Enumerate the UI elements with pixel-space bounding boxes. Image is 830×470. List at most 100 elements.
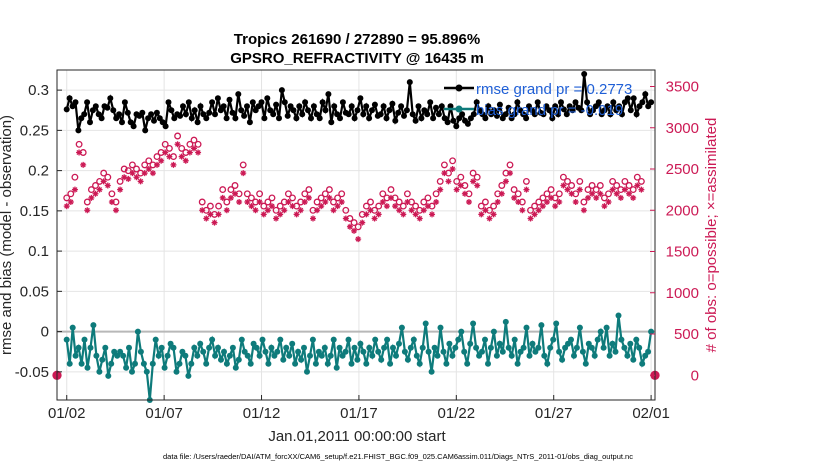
bias-point-33 [161,364,168,371]
obs-assimilated-point-30 [182,157,189,164]
obs-assimilated-point-128 [585,194,592,201]
bias-point-58 [235,356,242,363]
obs-assimilated-point-28 [174,141,181,148]
rmse-point-133 [450,117,457,124]
bias-point-40 [182,352,189,359]
obs-assimilated-point-101 [474,182,481,189]
rmse-point-126 [430,115,437,122]
obs-assimilated-point-137 [621,186,628,193]
bias-point-86 [318,352,325,359]
obs-possible-point-84 [403,190,411,198]
obs-possible-point-7 [87,186,95,194]
rmse-point-78 [290,107,297,114]
obs-assimilated-point-74 [363,211,370,218]
rmse-point-151 [502,111,509,118]
rmse-point-103 [363,103,370,110]
bias-point-101 [363,360,370,367]
bias-point-138 [473,344,480,351]
obs-assimilated-point-69 [342,215,349,222]
bias-point-115 [404,356,411,363]
rmse-point-188 [610,99,617,106]
obs-assimilated-point-82 [396,207,403,214]
bias-point-120 [419,344,426,351]
obs-assimilated-point-20 [141,170,148,177]
obs-possible-point-21 [145,157,153,165]
bias-point-136 [467,340,474,347]
rmse-point-42 [185,99,192,106]
obs-assimilated-point-32 [190,145,197,152]
obs-assimilated-point-39 [219,194,226,201]
obs-assimilated-point-2 [67,199,74,205]
obs-assimilated-point-3 [71,186,78,193]
legend-rmse-marker [455,84,463,92]
bias-point-2 [69,324,76,331]
obs-assimilated-point-57 [293,211,300,218]
obs-assimilated-point-40 [223,207,230,214]
rmse-point-27 [142,127,149,134]
rmse-point-101 [357,95,364,102]
obs-assimilated-point-78 [379,199,386,205]
bias-point-193 [636,344,643,351]
obs-possible-point-53 [276,202,284,210]
obs-assimilated-point-86 [412,211,419,218]
obs-possible-point-114 [527,206,534,214]
bias-point-130 [449,352,456,359]
rmse-point-97 [345,111,352,118]
obs-possible-point-122 [559,173,567,181]
bias-point-170 [568,336,574,343]
obs-assimilated-point-80 [387,194,394,201]
bias-point-157 [529,340,536,347]
x-tick-label-6: 02/01 [632,405,670,422]
left-tick-label-1: 0 [41,324,49,341]
bias-point-121 [422,320,429,327]
obs-assimilated-point-115 [531,211,538,218]
obs-possible-point-52 [272,206,280,214]
obs-assimilated-point-134 [609,186,616,193]
rmse-point-85 [310,103,317,110]
left-axis-label: rmse and bias (model - observation) [0,115,15,355]
rmse-point-116 [401,112,407,119]
obs-assimilated-point-1 [63,203,70,210]
obs-possible-point-16 [124,167,132,175]
rmse-point-51 [212,111,218,118]
rmse-point-18 [116,111,123,118]
rmse-point-14 [104,104,111,111]
rmse-point-3 [72,99,79,106]
bias-point-135 [464,360,471,367]
legend-bias-marker [455,105,463,113]
rmse-point-92 [331,103,338,110]
obs-assimilated-point-53 [277,211,284,218]
obs-assimilated-point-99 [465,199,472,205]
rmse-point-125 [427,99,434,106]
obs-assimilated-point-92 [437,186,444,193]
rmse-point-114 [395,109,402,116]
bias-point-25 [137,348,144,355]
obs-assimilated-point-50 [264,207,271,214]
bias-point-185 [612,348,619,355]
obs-assimilated-point-126 [576,186,583,193]
bias-point-142 [485,360,491,367]
obs-possible-point-18 [133,165,140,173]
rmse-point-83 [305,107,311,114]
rmse-point-58 [232,115,239,122]
obs-possible-point-62 [313,198,321,206]
rmse-point-124 [424,111,431,118]
bias-point-67 [262,348,269,355]
rmse-point-90 [325,91,332,98]
obs-assimilated-point-138 [626,190,633,197]
obs-assimilated-point-8 [92,190,99,197]
bias-point-156 [526,352,533,359]
bias-point-161 [541,352,548,359]
rmse-point-168 [552,103,559,110]
obs-assimilated-point-22 [149,170,156,177]
bias-point-74 [283,344,290,351]
obs-possible-point-65 [325,186,333,194]
rmse-point-21 [124,109,131,116]
bias-point-167 [559,356,566,363]
rmse-point-105 [369,107,375,114]
left-tick-label-2: 0.05 [20,283,49,300]
obs-possible-point-2 [67,190,75,198]
bias-point-72 [277,336,284,343]
obs-possible-point-3 [71,173,79,181]
rmse-point-111 [386,107,393,114]
